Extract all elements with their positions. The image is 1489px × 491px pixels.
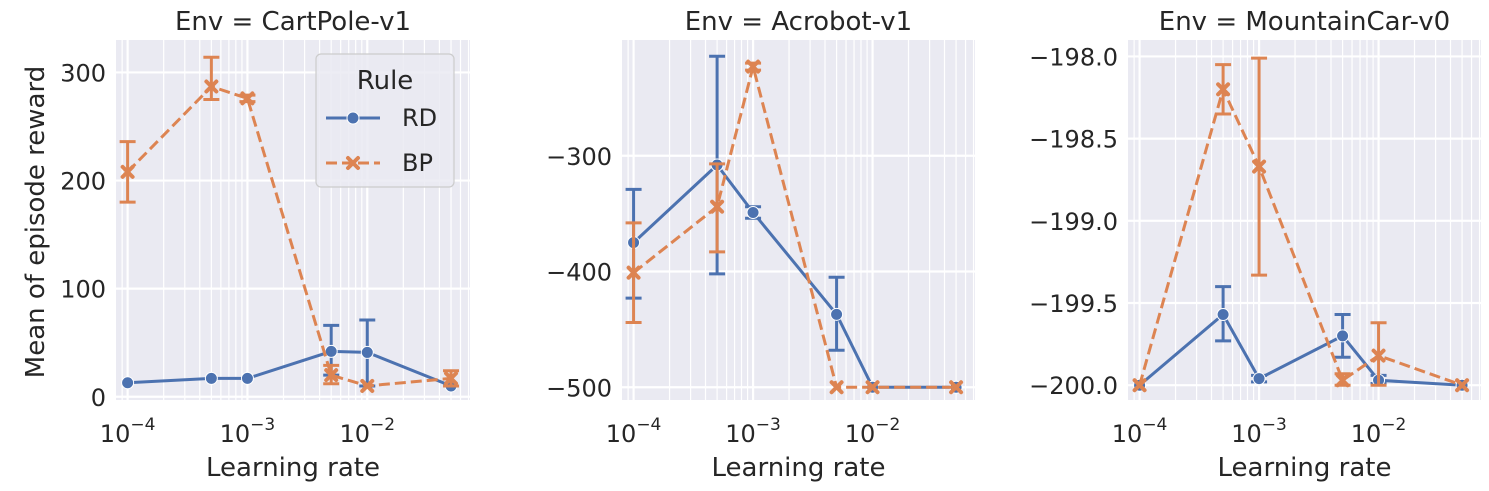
x-tick-exponent: −4 <box>636 415 661 435</box>
panel-background <box>622 40 975 400</box>
y-tick-label: −400 <box>546 259 612 287</box>
x-tick-base: 10 <box>845 420 876 448</box>
x-tick-label: 10−3 <box>725 415 781 448</box>
x-tick-exponent: −3 <box>250 415 275 435</box>
series-layer <box>119 55 460 393</box>
bp-point <box>1371 348 1386 363</box>
legend-rd-label: RD <box>402 104 437 132</box>
bp-point <box>360 378 375 393</box>
x-tick-base: 10 <box>1351 420 1382 448</box>
bp-point <box>1132 378 1147 393</box>
bp-point <box>1252 159 1267 174</box>
rd-point <box>360 345 374 359</box>
y-tick-label: −199.0 <box>1029 208 1118 236</box>
y-tick-label: −198.5 <box>1029 126 1118 154</box>
y-tick-label: −200.0 <box>1029 372 1118 400</box>
y-tick-label: −198.0 <box>1029 43 1118 71</box>
x-tick-label: 10−4 <box>100 415 156 448</box>
bp-point <box>829 380 844 395</box>
rd-point <box>1252 372 1266 386</box>
x-tick-label: 10−2 <box>339 415 395 448</box>
rd-point <box>324 344 338 358</box>
x-axis-label: Learning rate <box>1218 453 1392 483</box>
x-tick-label: 10−3 <box>1231 415 1287 448</box>
x-tick-label: 10−2 <box>845 415 901 448</box>
bp-point <box>865 380 880 395</box>
x-tick-exponent: −2 <box>370 415 395 435</box>
bp-series-line <box>1138 85 1463 387</box>
x-tick-exponent: −2 <box>1381 415 1406 435</box>
bp-point <box>626 265 641 280</box>
x-tick-base: 10 <box>1112 420 1143 448</box>
legend: Rule RD BP <box>315 53 455 188</box>
y-tick-label: −500 <box>546 374 612 402</box>
series-layer <box>1132 56 1470 393</box>
bp-point <box>1335 373 1350 388</box>
rd-point <box>204 371 218 385</box>
legend-box <box>315 53 455 188</box>
legend-bp-label: BP <box>402 149 433 177</box>
bp-point <box>746 59 761 74</box>
x-tick-label: 10−4 <box>1112 415 1168 448</box>
bp-point <box>710 199 725 214</box>
x-tick-exponent: −4 <box>130 415 155 435</box>
x-axis-label: Learning rate <box>712 453 886 483</box>
y-tick-label: 0 <box>91 384 106 412</box>
x-tick-base: 10 <box>1231 420 1262 448</box>
bp-point <box>324 368 339 383</box>
y-tick-label: 200 <box>60 168 106 196</box>
y-tick-label: −199.5 <box>1029 290 1118 318</box>
x-tick-base: 10 <box>100 420 131 448</box>
x-tick-label: 10−3 <box>220 415 276 448</box>
bp-point <box>1216 82 1231 97</box>
rd-series-line <box>127 349 452 388</box>
x-tick-exponent: −3 <box>1262 415 1287 435</box>
y-tick-label: 300 <box>60 59 106 87</box>
y-tick-label: 100 <box>60 276 106 304</box>
y-axis-label: Mean of episode reward <box>21 66 51 378</box>
legend-title: Rule <box>357 66 414 96</box>
bp-point <box>1455 378 1470 393</box>
bp-point <box>204 79 219 94</box>
rd-point <box>121 376 135 390</box>
x-tick-exponent: −3 <box>756 415 781 435</box>
bp-series-line <box>632 60 957 389</box>
rd-point <box>240 371 254 385</box>
bp-point <box>240 91 255 106</box>
series-layer <box>625 54 964 395</box>
rd-point <box>746 205 760 219</box>
legend-bp-marker <box>346 156 360 170</box>
x-tick-exponent: −2 <box>875 415 900 435</box>
panel-title: Env = Acrobot-v1 <box>685 7 912 37</box>
legend-rd-marker <box>346 111 360 125</box>
x-axis-label: Learning rate <box>206 453 380 483</box>
bp-errorbar <box>203 55 220 101</box>
rd-point <box>1216 308 1230 322</box>
bp-point <box>949 380 964 395</box>
panel-title: Env = CartPole-v1 <box>175 7 411 37</box>
bp-series-line <box>126 84 452 388</box>
bp-point <box>444 371 459 386</box>
x-tick-label: 10−2 <box>1351 415 1407 448</box>
panel-3: 10−4 10−3 10−2−200.0−199.5−199.0−198.5−198… <box>1029 7 1481 483</box>
x-tick-base: 10 <box>220 420 251 448</box>
rd-point <box>1336 329 1350 343</box>
x-tick-base: 10 <box>725 420 756 448</box>
y-tick-label: −300 <box>546 143 612 171</box>
x-tick-label: 10−4 <box>606 415 662 448</box>
panel-title: Env = MountainCar-v0 <box>1159 7 1450 37</box>
rd-point <box>830 307 844 321</box>
x-tick-exponent: −4 <box>1142 415 1167 435</box>
x-tick-base: 10 <box>339 420 370 448</box>
rd-series-line <box>1138 312 1463 387</box>
bp-point <box>120 164 135 179</box>
x-tick-base: 10 <box>606 420 637 448</box>
